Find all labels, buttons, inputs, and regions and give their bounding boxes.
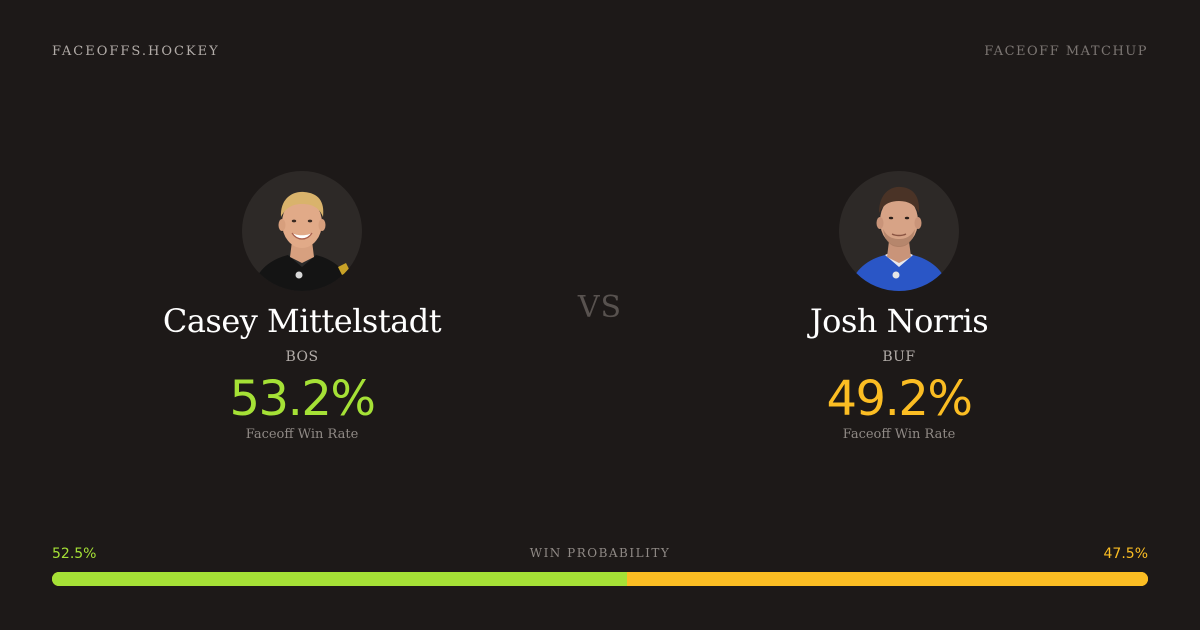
- win-rate-left: 53.2%: [229, 371, 376, 427]
- player-name-right: Josh Norris: [809, 302, 989, 340]
- player-card-right: Josh Norris BUF 49.2% Faceoff Win Rate: [689, 171, 1109, 442]
- site-brand: FACEOFFS.HOCKEY: [52, 44, 220, 59]
- section-title: FACEOFF MATCHUP: [984, 44, 1148, 59]
- player-avatar-right: [839, 171, 959, 291]
- player-team-left: BOS: [285, 349, 319, 365]
- win-rate-right: 49.2%: [826, 371, 973, 427]
- win-probability-right-value: 47.5%: [1103, 546, 1148, 562]
- player-headshot-icon: [252, 191, 352, 291]
- win-rate-label-left: Faceoff Win Rate: [245, 427, 359, 442]
- win-probability-bar: [52, 572, 1148, 586]
- win-probability-bar-left: [52, 572, 628, 586]
- player-avatar-left: [242, 171, 362, 291]
- win-probability-title: WIN PROBABILITY: [529, 546, 671, 560]
- win-rate-label-right: Faceoff Win Rate: [842, 427, 956, 442]
- win-probability-header: 52.5% WIN PROBABILITY 47.5%: [52, 546, 1148, 564]
- vs-label: VS: [577, 290, 623, 325]
- player-team-right: BUF: [882, 349, 916, 365]
- player-card-left: Casey Mittelstadt BOS 53.2% Faceoff Win …: [92, 171, 512, 442]
- player-name-left: Casey Mittelstadt: [162, 302, 442, 340]
- win-probability-bar-right: [627, 572, 1148, 586]
- win-probability-left-value: 52.5%: [52, 546, 97, 562]
- player-headshot-icon: [849, 186, 949, 291]
